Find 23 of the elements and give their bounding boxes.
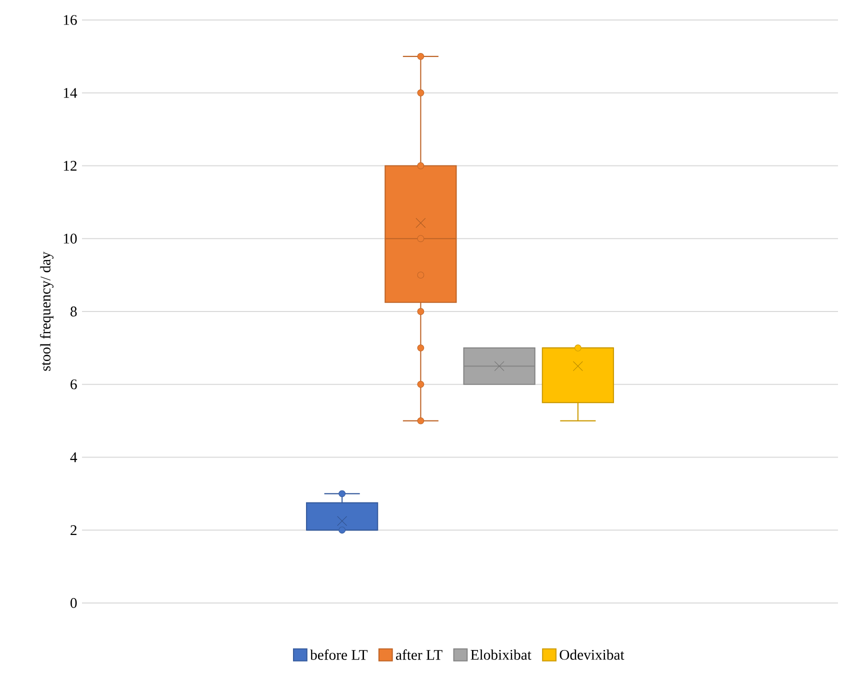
point <box>417 162 424 170</box>
legend-label: Odevixibat <box>560 649 624 660</box>
point <box>417 380 424 388</box>
point <box>417 89 424 96</box>
y-tick-label: 4 <box>70 452 78 462</box>
y-tick-label: 16 <box>64 15 77 25</box>
legend-label: after LT <box>396 649 442 660</box>
y-tick-label: 14 <box>64 88 78 98</box>
legend-label: Elobixibat <box>470 649 532 660</box>
point <box>417 308 424 315</box>
point <box>417 417 424 424</box>
y-tick-label: 0 <box>70 598 77 608</box>
y-tick-label: 8 <box>70 306 77 316</box>
point <box>417 272 424 279</box>
legend-label: before LT <box>310 649 368 660</box>
y-axis-title: stool frequency/ day <box>40 252 54 371</box>
point <box>417 235 424 242</box>
y-tick-label: 12 <box>64 160 76 171</box>
point <box>417 52 424 60</box>
y-tick-label: 10 <box>64 234 77 244</box>
point <box>417 344 424 352</box>
y-tick-label: 2 <box>70 525 76 535</box>
y-tick-label: 6 <box>70 379 77 390</box>
